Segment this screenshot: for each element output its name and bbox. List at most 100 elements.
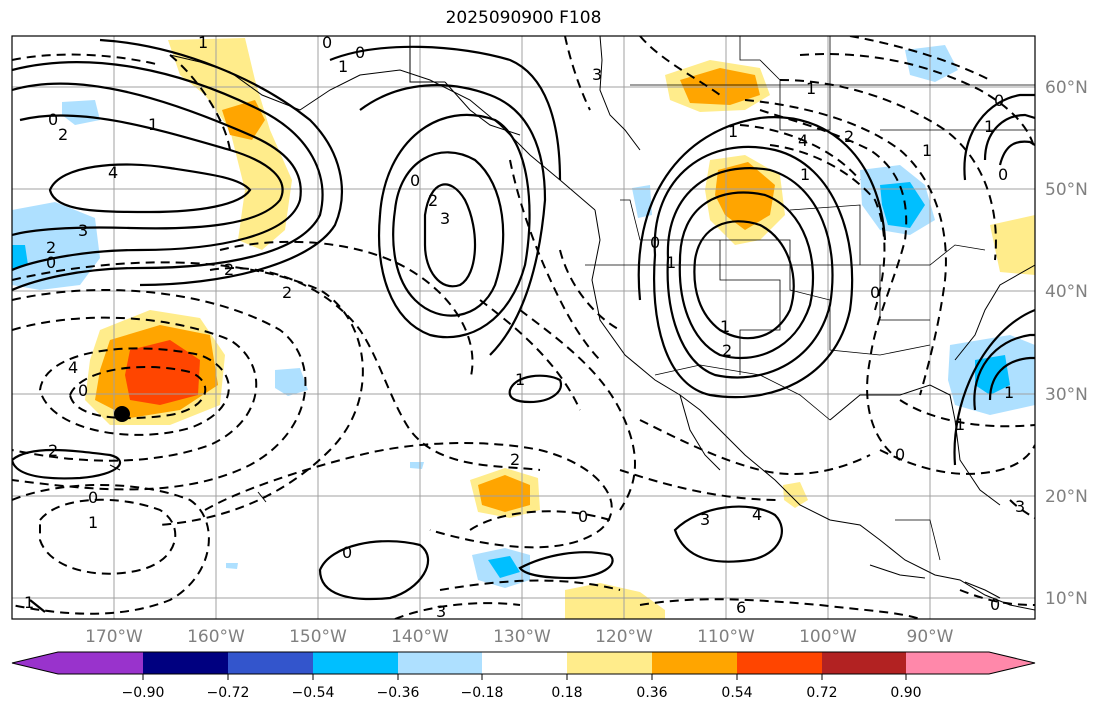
- contour-label: 0: [998, 165, 1008, 184]
- colorbar: −0.90 −0.72 −0.54 −0.36 −0.18 0.18 0.36 …: [11, 651, 1036, 701]
- contour-label: 0: [342, 543, 352, 562]
- colorbar-segment: [652, 652, 738, 674]
- contour-label: 4: [752, 505, 762, 524]
- map-title: 2025090900 F108: [445, 8, 602, 28]
- contour-label: 2: [282, 283, 292, 302]
- contour-label: 1: [88, 513, 98, 532]
- contour-label: 0: [870, 283, 880, 302]
- colorbar-segment: [906, 652, 989, 674]
- contour-label: 1: [1004, 383, 1014, 402]
- contour-label: 2: [844, 127, 854, 146]
- colorbar-outline: [11, 651, 1036, 675]
- contour-label: 1: [198, 33, 208, 52]
- map-frame: [11, 35, 1036, 620]
- contour-label: 1: [922, 141, 932, 160]
- contour-label: 1: [800, 165, 810, 184]
- colorbar-tick-label: −0.90: [122, 685, 165, 701]
- contour-label: 0: [46, 253, 56, 272]
- lon-label: 90°W: [907, 627, 954, 647]
- contour-label: 3: [592, 65, 602, 84]
- lat-label: 30°N: [1045, 385, 1088, 405]
- lon-label: 160°W: [187, 627, 245, 647]
- contour-label: 3: [436, 602, 446, 621]
- lat-label: 20°N: [1045, 487, 1088, 507]
- contour-label: 1: [666, 253, 676, 272]
- colorbar-segment: [143, 652, 229, 674]
- contour-value-labels: 0 2 1 4 3 2 0 2 2 0 1 0 1 0 2 3 4 2 0 0 …: [24, 33, 1025, 621]
- contour-label: 4: [68, 358, 78, 377]
- contour-label: 2: [224, 260, 234, 279]
- colorbar-tick-label: 0.72: [806, 685, 837, 701]
- storm-position-marker: [114, 406, 130, 422]
- contour-label: 1: [806, 79, 816, 98]
- colorbar-low-extension: [12, 652, 58, 674]
- contour-label: 2: [722, 341, 732, 360]
- colorbar-tick-label: −0.72: [207, 685, 250, 701]
- contour-label: 0: [48, 110, 58, 129]
- contour-label: 3: [700, 510, 710, 529]
- contour-label: 6: [736, 598, 746, 617]
- contour-label: 0: [994, 91, 1004, 110]
- colorbar-tick-label: −0.36: [377, 685, 420, 701]
- lon-label: 140°W: [391, 627, 449, 647]
- lon-label: 120°W: [595, 627, 653, 647]
- colorbar-tick-label: 0.54: [721, 685, 752, 701]
- colorbar-tick-label: −0.18: [461, 685, 504, 701]
- contour-label: 1: [720, 317, 730, 336]
- lat-label: 40°N: [1045, 282, 1088, 302]
- colorbar-segment: [567, 652, 653, 674]
- colorbar-segment: [737, 652, 823, 674]
- contour-label: 3: [1015, 497, 1025, 516]
- colorbar-segment: [482, 652, 568, 674]
- colorbar-segment: [228, 652, 314, 674]
- contour-label: 1: [515, 370, 525, 389]
- contour-label: 2: [48, 441, 58, 460]
- colorbar-segment: [313, 652, 399, 674]
- contour-label: 3: [440, 209, 450, 228]
- colorbar-tick-label: 0.18: [551, 685, 582, 701]
- contour-label: 0: [88, 488, 98, 507]
- contour-label: 2: [428, 191, 438, 210]
- colorbar-tick-label: 0.90: [890, 685, 921, 701]
- colorbar-segment: [58, 652, 144, 674]
- contour-label: 0: [895, 445, 905, 464]
- contour-label: 1: [338, 57, 348, 76]
- contour-label: 4: [108, 163, 118, 182]
- colorbar-tick-label: 0.36: [636, 685, 667, 701]
- contour-label: 0: [355, 43, 365, 62]
- graticule: [12, 36, 1035, 619]
- contour-label: 1: [984, 117, 994, 136]
- contour-label: 1: [728, 122, 738, 141]
- contour-label: 0: [578, 507, 588, 526]
- lat-label: 60°N: [1045, 78, 1088, 98]
- lat-label: 50°N: [1045, 180, 1088, 200]
- contour-label: 0: [990, 595, 1000, 614]
- contour-label: 2: [58, 125, 68, 144]
- dashed-contours: [12, 36, 1035, 619]
- lon-label: 130°W: [493, 627, 551, 647]
- contour-label: 0: [78, 381, 88, 400]
- contour-label: 1: [955, 415, 965, 434]
- contour-label: 0: [322, 33, 332, 52]
- contour-label: 0: [650, 233, 660, 252]
- solid-contours: [12, 38, 1035, 613]
- lon-label: 170°W: [85, 627, 143, 647]
- contour-label: 4: [798, 131, 808, 150]
- contour-label: 3: [78, 221, 88, 240]
- contour-label: 2: [510, 450, 520, 469]
- contour-label: 2: [46, 238, 56, 257]
- colorbar-tick-label: −0.54: [292, 685, 335, 701]
- lat-label: 10°N: [1045, 589, 1088, 609]
- contour-label: 0: [410, 171, 420, 190]
- longitude-labels: 170°W 160°W 150°W 140°W 130°W 120°W 110°…: [85, 627, 954, 647]
- colorbar-segment: [398, 652, 483, 674]
- colorbar-high-extension: [989, 652, 1035, 674]
- colorbar-segment: [822, 652, 907, 674]
- lon-label: 100°W: [799, 627, 857, 647]
- latitude-labels: 60°N 50°N 40°N 30°N 20°N 10°N: [1045, 78, 1088, 609]
- lon-label: 110°W: [697, 627, 755, 647]
- contour-label: 1: [24, 593, 34, 612]
- lon-label: 150°W: [289, 627, 347, 647]
- contour-label: 1: [148, 115, 158, 134]
